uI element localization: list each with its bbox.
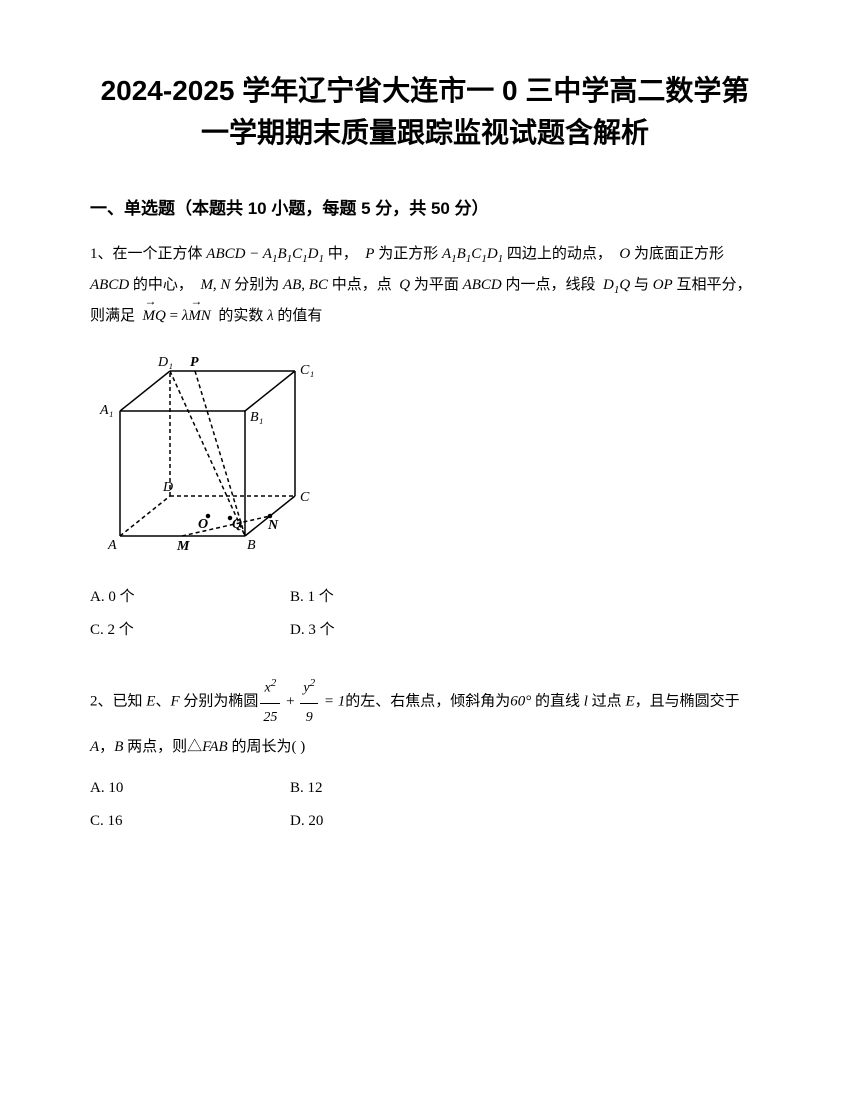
q1-option-d: D. 3 个: [290, 614, 490, 647]
question-1: 1、在一个正方体 ABCD − A1B1C1D1 中， P 为正方形 A1B1C…: [90, 239, 760, 331]
q1-OP: OP: [653, 277, 673, 293]
q2-text1: 已知: [113, 693, 147, 709]
q1-ABCD2: ABCD: [463, 277, 502, 293]
diagram-label-D1: D₁: [157, 355, 173, 370]
diagram-label-O: O: [198, 517, 208, 532]
q2-B: B: [114, 739, 123, 755]
diagram-label-P: P: [190, 355, 199, 370]
q2-angle: 60°: [510, 693, 531, 709]
document-title: 2024-2025 学年辽宁省大连市一 0 三中学高二数学第一学期期末质量跟踪监…: [90, 70, 760, 154]
q2-options: A. 10 B. 12 C. 16 D. 20: [90, 772, 760, 838]
q2-text10: 的周长为( ): [228, 739, 306, 755]
q1-option-b: B. 1 个: [290, 581, 490, 614]
q1-text-9: 内一点，线段: [502, 277, 600, 293]
q2-A: A: [90, 739, 99, 755]
diagram-label-C: C: [300, 490, 310, 505]
q1-text-4: 为底面正方形: [630, 246, 724, 262]
diagram-label-A1: A₁: [99, 403, 113, 418]
q1-text-7: 中点，点: [328, 277, 396, 293]
q2-option-c: C. 16: [90, 805, 290, 838]
q1-text-0: 在一个正方体: [113, 246, 207, 262]
diagram-label-A: A: [107, 538, 117, 553]
q2-E2: E: [625, 693, 634, 709]
q1-O: O: [619, 246, 630, 262]
q2-number: 2、: [90, 693, 113, 709]
q1-text-1: 中，: [324, 246, 358, 262]
q1-topsq: A1B1C1D1: [442, 246, 503, 262]
diagram-label-N: N: [267, 518, 279, 533]
q2-text8: ，: [99, 739, 114, 755]
q1-text-6: 分别为: [230, 277, 283, 293]
q1-MN: M, N: [200, 277, 230, 293]
q2-frac2: y29: [300, 672, 318, 732]
q1-text-5: 的中心，: [129, 277, 193, 293]
q1-D1Q: D1Q: [603, 277, 630, 293]
q2-text3: 分别为椭圆: [180, 693, 259, 709]
q1-cube: ABCD − A1B1C1D1: [206, 246, 324, 262]
q2-triangle: △: [187, 739, 202, 755]
section-header: 一、单选题（本题共 10 小题，每题 5 分，共 50 分）: [90, 194, 760, 219]
diagram-label-B: B: [247, 538, 256, 553]
q2-option-a: A. 10: [90, 772, 290, 805]
q1-ABBC: AB, BC: [283, 277, 328, 293]
diagram-label-M: M: [176, 539, 190, 554]
diagram-label-Q: Q: [232, 517, 242, 532]
q2-plus: +: [282, 693, 298, 709]
q1-text-8: 为平面: [410, 277, 463, 293]
q1-text-12: 的实数: [215, 308, 268, 324]
q1-vecMN: MN: [188, 301, 211, 331]
q1-text-3: 四边上的动点，: [503, 246, 612, 262]
q1-text-10: 与: [630, 277, 653, 293]
q2-option-b: B. 12: [290, 772, 490, 805]
q2-option-d: D. 20: [290, 805, 490, 838]
q2-text9: 两点，则: [123, 739, 187, 755]
q1-options: A. 0 个 B. 1 个 C. 2 个 D. 3 个: [90, 581, 760, 647]
q2-FAB: FAB: [202, 739, 228, 755]
q1-number: 1、: [90, 246, 113, 262]
q2-eq: = 1: [320, 693, 345, 709]
question-2: 2、已知 E 、F 分别为椭圆x225 + y29 = 1的左、右焦点，倾斜角为6…: [90, 672, 760, 762]
q1-ABCD: ABCD: [90, 277, 129, 293]
q1-option-a: A. 0 个: [90, 581, 290, 614]
q2-text4: 的左、右焦点，倾斜角为: [345, 693, 510, 709]
q2-F: F: [170, 693, 179, 709]
q2-text7: ，且与椭圆交于: [635, 693, 740, 709]
cube-diagram: D₁ P C₁ A₁ B₁ D C O Q N A M B: [90, 346, 760, 561]
diagram-label-D: D: [162, 480, 173, 495]
q1-text-2: 为正方形: [374, 246, 442, 262]
q1-option-c: C. 2 个: [90, 614, 290, 647]
q2-text2: 、: [155, 693, 170, 709]
q1-vecMQ: MQ: [143, 301, 166, 331]
q2-frac1: x225: [260, 672, 280, 732]
q1-Q: Q: [399, 277, 410, 293]
diagram-label-B1: B₁: [250, 410, 263, 425]
diagram-label-C1: C₁: [300, 363, 314, 378]
q1-text-13: 的值有: [274, 308, 323, 324]
q2-text6: 过点: [588, 693, 626, 709]
q2-text5: 的直线: [531, 693, 584, 709]
